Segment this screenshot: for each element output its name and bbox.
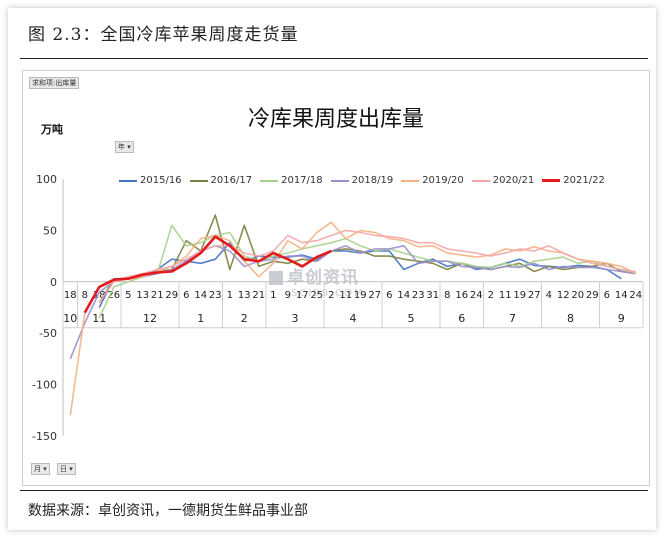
x-month-label: 4: [350, 312, 357, 325]
y-tick-label: -150: [32, 430, 57, 443]
x-day-label: 21: [151, 290, 164, 301]
series-line-2016-17: [98, 214, 636, 303]
legend-label: 2016/17: [210, 175, 253, 186]
series-line-2020-21: [98, 229, 636, 303]
x-day-label: 27: [368, 290, 381, 301]
legend-item: 2017/18: [260, 175, 323, 186]
x-day-label: 21: [252, 290, 265, 301]
x-month-label: 11: [92, 312, 106, 325]
legend-swatch: [401, 179, 420, 182]
legend-label: 2017/18: [281, 175, 323, 186]
legend-item: 2018/19: [330, 175, 394, 186]
x-day-label: 24: [629, 290, 642, 301]
x-month-label: 9: [618, 312, 625, 325]
x-day-label: 6: [604, 290, 610, 301]
chart-title: 冷库果周度出库量: [247, 107, 424, 132]
legend-item: 2015/16: [119, 175, 182, 186]
x-day-label: 17: [296, 290, 309, 301]
y-tick-label: 0: [50, 276, 57, 289]
top-rule: [20, 58, 648, 59]
legend-item: 2020/21: [471, 175, 535, 186]
x-day-label: 14: [194, 290, 207, 301]
x-day-label: 1: [227, 290, 233, 301]
watermark-subtext: SCI99.COM: [291, 288, 365, 299]
x-day-label: 24: [470, 290, 483, 301]
y-tick-label: -50: [39, 327, 57, 340]
y-tick-label: -100: [32, 379, 57, 392]
x-day-label: 16: [455, 290, 468, 301]
y-tick-label: 50: [43, 224, 57, 237]
pivot-month-filter-button[interactable]: 月 ▾: [31, 463, 50, 475]
source-note: 数据来源：卓创资讯，一德期货生鲜品事业部: [28, 503, 308, 519]
x-day-label: 27: [528, 290, 541, 301]
x-month-label: 7: [509, 312, 516, 325]
legend-item: 2016/17: [189, 175, 253, 186]
x-day-label: 18: [64, 290, 77, 301]
pivot-day-filter-button[interactable]: 日 ▾: [57, 463, 76, 475]
x-day-label: 25: [310, 290, 323, 301]
x-month-label: 2: [241, 312, 248, 325]
x-day-label: 6: [386, 290, 392, 301]
series-line-2021-22: [83, 235, 332, 314]
x-day-label: 13: [238, 290, 251, 301]
x-day-label: 26: [107, 290, 120, 301]
legend-swatch: [189, 179, 208, 182]
x-day-label: 29: [586, 290, 599, 301]
legend-swatch: [330, 179, 349, 182]
x-day-label: 8: [444, 290, 450, 301]
x-day-label: 23: [412, 290, 425, 301]
x-day-label: 19: [354, 290, 367, 301]
x-day-label: 5: [125, 290, 131, 301]
legend-label: 2015/16: [140, 175, 182, 186]
x-month-label: 6: [458, 312, 465, 325]
x-day-label: 2: [488, 290, 494, 301]
x-month-label: 8: [567, 312, 574, 325]
legend-label: 2021/22: [563, 175, 605, 186]
x-day-label: 20: [571, 290, 584, 301]
x-month-label: 1: [197, 312, 204, 325]
series-line-2018-19: [69, 245, 636, 360]
x-day-label: 29: [165, 290, 178, 301]
x-day-label: 11: [339, 290, 352, 301]
x-day-label: 1: [270, 290, 276, 301]
x-day-label: 14: [615, 290, 628, 301]
series-line-2017-18: [98, 224, 637, 319]
figure-title: 图 2.3：全国冷库苹果周度走货量: [28, 25, 299, 45]
x-day-label: 12: [557, 290, 570, 301]
x-day-label: 2: [328, 290, 334, 301]
legend-label: 2020/21: [492, 175, 535, 186]
legend-swatch: [119, 179, 137, 182]
x-day-label: 14: [397, 290, 410, 301]
x-day-label: 18: [93, 290, 106, 301]
y-axis-unit: 万吨: [41, 123, 63, 136]
x-day-label: 23: [209, 290, 222, 301]
legend-item: 2021/22: [542, 175, 605, 186]
legend-swatch: [542, 179, 561, 182]
legend-label: 2018/19: [351, 175, 394, 186]
x-month-label: 10: [63, 312, 77, 325]
legend-label: 2019/20: [422, 175, 464, 186]
chart-container: 求和项:出库量 冷库果周度出库量 万吨 年 ▾ 2015/16 2016/17 20…: [22, 70, 650, 486]
bottom-rule: [20, 490, 648, 491]
x-day-label: 8: [82, 290, 88, 301]
pivot-year-filter-button[interactable]: 年 ▾: [115, 141, 134, 153]
x-day-label: 9: [285, 290, 291, 301]
x-month-label: 3: [292, 312, 299, 325]
x-day-label: 4: [546, 290, 552, 301]
x-month-label: 5: [408, 312, 415, 325]
pivot-value-field-button[interactable]: 求和项:出库量: [29, 77, 80, 89]
x-day-label: 19: [513, 290, 526, 301]
chart-legend: 2015/16 2016/17 2017/18 2018/19 2019/20 2020/…: [119, 175, 605, 186]
x-day-label: 6: [183, 290, 189, 301]
legend-swatch: [260, 179, 279, 182]
legend-swatch: [471, 179, 490, 182]
y-tick-label: 100: [36, 173, 57, 186]
x-day-label: 11: [499, 290, 512, 301]
x-day-label: 31: [426, 290, 439, 301]
watermark-text: 卓创资讯: [287, 268, 359, 288]
x-month-label: 12: [143, 312, 157, 325]
x-day-label: 13: [136, 290, 149, 301]
legend-item: 2019/20: [401, 175, 464, 186]
